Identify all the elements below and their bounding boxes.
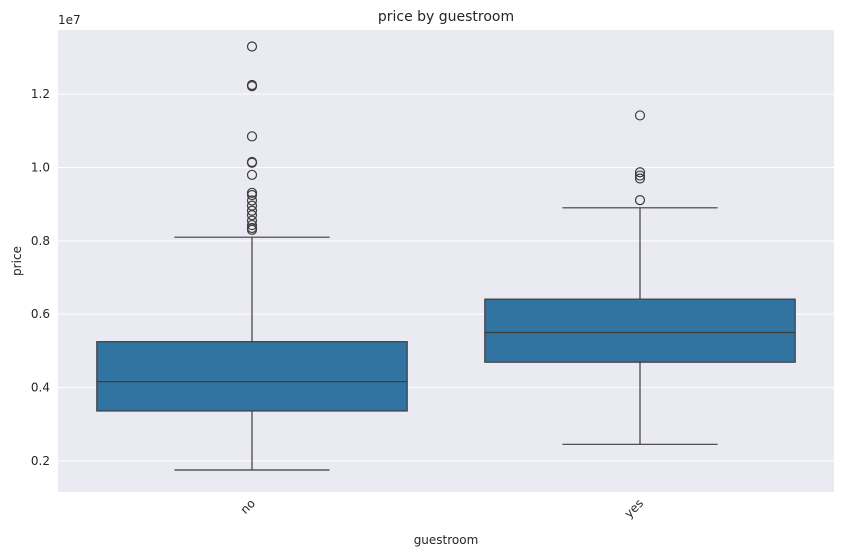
outlier-point xyxy=(634,110,646,121)
outlier-point xyxy=(634,195,646,206)
outlier-point xyxy=(246,195,258,206)
outlier-point xyxy=(246,219,258,231)
y-tick-label: 0.2 xyxy=(31,454,50,468)
y-axis-label: price xyxy=(10,246,24,276)
outlier-point xyxy=(246,169,258,180)
outlier-point xyxy=(246,80,258,92)
outlier-point xyxy=(246,157,258,168)
outlier-point xyxy=(246,131,258,142)
y-offset-label: 1e7 xyxy=(58,13,81,27)
outlier-point xyxy=(634,170,646,181)
x-axis-ticks: no yes xyxy=(238,496,646,521)
box-no xyxy=(96,41,408,471)
box-yes xyxy=(484,110,796,445)
chart-title: price by guestroom xyxy=(378,9,514,25)
y-tick-label: 0.8 xyxy=(31,234,50,248)
y-tick-label: 1.0 xyxy=(31,161,50,175)
iqr-box xyxy=(96,341,408,412)
y-axis-ticks: 0.2 0.4 0.6 0.8 1.0 1.2 xyxy=(31,87,50,468)
y-tick-label: 0.4 xyxy=(31,381,50,395)
y-tick-label: 1.2 xyxy=(31,87,50,101)
boxes-group xyxy=(96,41,796,471)
iqr-box xyxy=(484,298,796,363)
outlier-point xyxy=(246,224,258,235)
outlier-point xyxy=(246,189,258,201)
outlier-point xyxy=(634,173,646,184)
outlier-point xyxy=(246,41,258,52)
outlier-point xyxy=(246,210,258,221)
x-tick-label: no xyxy=(238,496,258,516)
plot-background xyxy=(58,30,834,492)
x-tick-label: yes xyxy=(622,496,647,521)
outlier-point xyxy=(634,167,646,178)
y-tick-label: 0.6 xyxy=(31,307,50,321)
outlier-point xyxy=(246,205,258,216)
x-axis-label: guestroom xyxy=(414,533,479,547)
